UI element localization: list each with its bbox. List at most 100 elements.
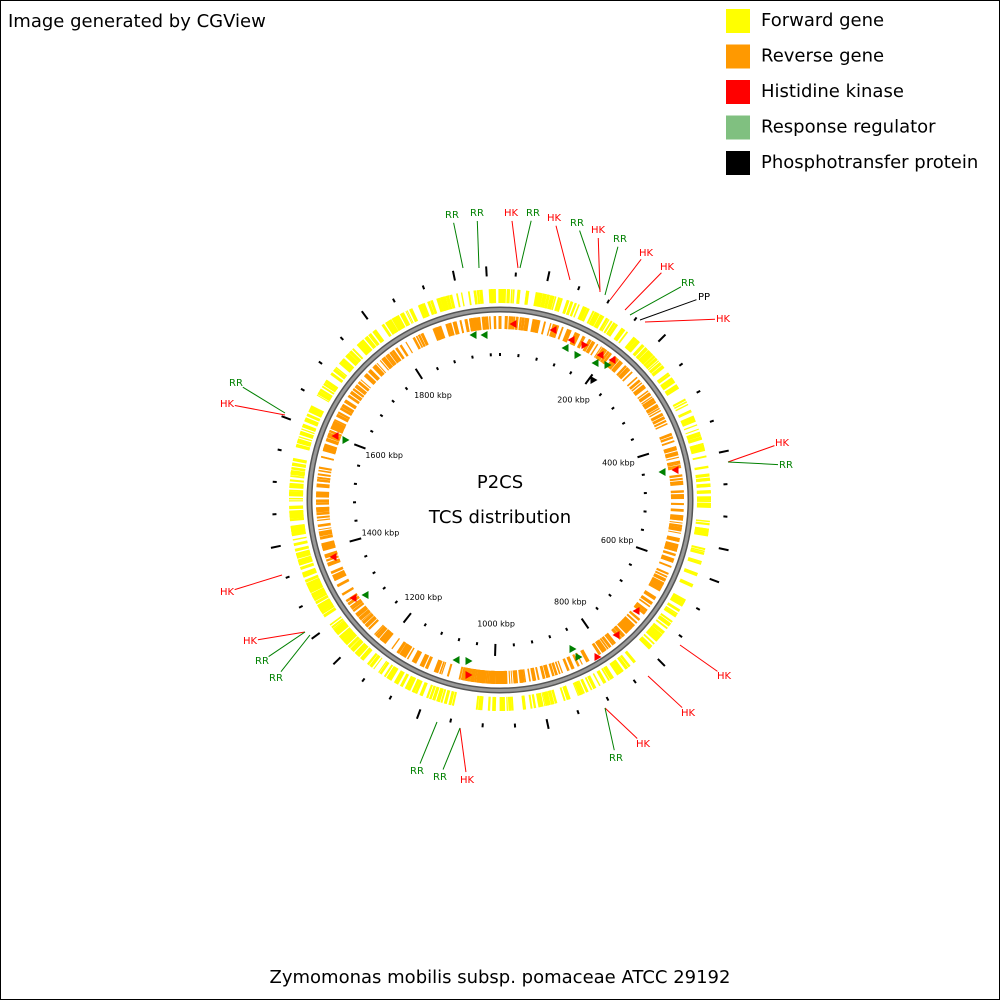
forward-gene	[671, 595, 685, 605]
forward-gene	[601, 319, 610, 332]
callout-line	[639, 299, 697, 321]
reverse-gene	[505, 316, 508, 330]
reverse-gene	[562, 658, 570, 672]
reverse-gene	[322, 546, 336, 552]
scale-tick	[595, 606, 599, 611]
reverse-gene	[347, 394, 360, 405]
forward-gene	[319, 601, 333, 612]
forward-gene	[696, 483, 711, 486]
forward-gene	[396, 314, 406, 329]
reverse-gene	[374, 364, 385, 376]
forward-gene	[446, 295, 453, 310]
tcs-marker	[581, 341, 589, 349]
reverse-gene	[465, 318, 470, 333]
reverse-gene	[642, 398, 655, 407]
reverse-gene	[524, 317, 530, 332]
reverse-gene	[445, 323, 452, 337]
forward-gene	[675, 403, 689, 412]
reverse-gene	[643, 591, 656, 601]
forward-gene	[528, 694, 533, 709]
reverse-gene	[352, 388, 365, 398]
reverse-gene	[508, 670, 511, 684]
forward-gene	[310, 405, 324, 414]
forward-gene	[681, 418, 696, 427]
forward-gene	[440, 297, 446, 312]
forward-gene	[293, 540, 308, 547]
reverse-gene	[336, 578, 350, 588]
scale-label: 1400 kbp	[362, 529, 400, 538]
forward-gene	[320, 604, 334, 613]
reverse-gene	[391, 637, 401, 650]
reverse-gene	[368, 619, 379, 630]
callout-label: HK	[243, 636, 258, 647]
callout-label: RR	[445, 210, 459, 221]
reverse-gene	[379, 359, 390, 371]
reverse-gene	[478, 317, 482, 331]
forward-gene	[577, 680, 585, 694]
reverse-gene	[580, 649, 589, 663]
outer-tick	[709, 419, 715, 423]
callout-label: HK	[716, 314, 731, 325]
forward-gene	[368, 334, 378, 347]
forward-gene	[548, 295, 555, 310]
forward-gene	[378, 660, 388, 673]
tcs-marker	[569, 645, 577, 653]
scale-tick	[619, 578, 623, 583]
outer-tick	[546, 271, 551, 282]
reverse-gene	[341, 404, 354, 414]
reverse-gene	[323, 445, 337, 452]
forward-gene	[297, 438, 312, 446]
scale-tick	[598, 392, 603, 397]
reverse-gene	[329, 429, 342, 437]
reverse-gene	[626, 613, 638, 624]
forward-gene	[301, 428, 315, 435]
forward-gene	[305, 417, 319, 425]
reverse-gene	[434, 327, 442, 341]
forward-gene	[456, 293, 461, 308]
reverse-gene	[508, 316, 513, 330]
reverse-gene	[441, 661, 447, 675]
scale-tick	[394, 600, 399, 604]
reverse-gene	[523, 317, 528, 331]
forward-gene	[650, 625, 663, 637]
reverse-gene	[624, 616, 635, 627]
forward-gene	[679, 578, 694, 587]
reverse-gene	[395, 347, 405, 360]
forward-gene	[490, 289, 493, 304]
reverse-gene	[626, 376, 638, 387]
forward-gene	[639, 350, 650, 362]
forward-gene	[695, 521, 710, 526]
reverse-gene	[322, 544, 336, 551]
reverse-gene	[334, 573, 347, 582]
forward-gene	[683, 424, 698, 431]
forward-gene	[335, 366, 348, 377]
forward-gene	[290, 472, 305, 477]
callout-line	[257, 631, 306, 641]
callout-label: HK	[636, 739, 651, 750]
forward-gene	[426, 684, 434, 699]
forward-gene	[516, 289, 521, 304]
forward-gene	[541, 293, 548, 308]
forward-gene	[330, 372, 343, 383]
scale-label: 600 kbp	[601, 536, 634, 545]
forward-gene	[313, 592, 328, 602]
reverse-gene	[653, 573, 667, 581]
reverse-gene	[541, 321, 546, 335]
reverse-gene	[317, 476, 331, 480]
forward-gene	[521, 695, 525, 710]
reverse-gene	[355, 385, 367, 395]
reverse-gene	[595, 640, 606, 653]
callout-line	[280, 634, 311, 673]
forward-gene	[399, 673, 410, 688]
scale-tick	[364, 554, 368, 558]
forward-gene	[338, 627, 352, 639]
reverse-gene	[350, 390, 363, 401]
reverse-gene	[518, 317, 522, 331]
forward-gene	[624, 651, 635, 664]
forward-gene	[584, 677, 593, 691]
outer-tick	[332, 656, 342, 666]
legend-label: Phosphotransfer protein	[761, 152, 978, 173]
scale-label: 1200 kbp	[404, 593, 442, 602]
reverse-gene	[464, 319, 468, 333]
